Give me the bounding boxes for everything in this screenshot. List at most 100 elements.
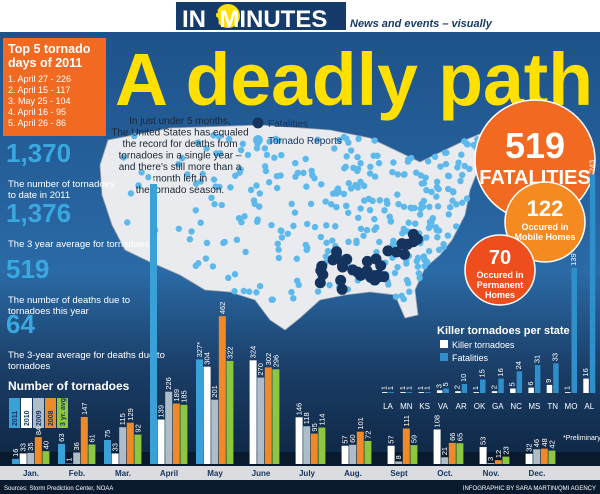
value-label: 5 — [441, 382, 450, 386]
bar — [203, 366, 211, 464]
tornado-report-dot — [433, 183, 441, 191]
tornado-report-dot — [417, 172, 425, 179]
value-label: 201 — [210, 385, 219, 398]
tornado-report-dot — [343, 202, 350, 210]
legend-swatch — [33, 398, 44, 428]
tornado-report-dot — [192, 207, 199, 214]
tornado-report-dot — [345, 238, 352, 246]
tornado-report-dot — [247, 186, 255, 194]
legend-report-dot — [253, 135, 263, 145]
tornado-report-dot — [458, 151, 465, 158]
stat-text: to date in 2011 — [8, 190, 70, 201]
bubble-text: FATALITIES — [479, 167, 590, 189]
bar — [425, 392, 431, 393]
tornado-report-dot — [211, 200, 218, 208]
value-label: 33 — [551, 353, 560, 361]
bar — [461, 384, 468, 393]
bar — [498, 378, 504, 393]
tornado-report-dot — [231, 288, 238, 295]
fatality-dot — [391, 246, 403, 258]
tornado-report-dot — [323, 239, 330, 246]
stat-value: 64 — [6, 309, 35, 339]
tornado-report-dot — [373, 224, 380, 231]
bar — [382, 392, 388, 393]
legend-swatch — [57, 398, 68, 428]
tornado-report-dot — [401, 171, 408, 178]
tornado-report-dot — [307, 200, 315, 208]
bubble — [464, 234, 536, 306]
tornado-report-dot — [461, 162, 468, 170]
tornado-report-dot — [434, 233, 441, 241]
bar — [58, 443, 65, 464]
tornado-report-dot — [445, 211, 452, 218]
tornado-report-dot — [354, 167, 361, 175]
tornado-report-dot — [220, 239, 227, 247]
value-label: 48 — [540, 438, 549, 446]
tornado-report-dot — [353, 237, 360, 245]
legend-label: 2008 — [48, 410, 55, 426]
stat-text: The number of deaths due to — [8, 295, 130, 306]
tornado-report-dot — [304, 244, 311, 252]
top5-box — [3, 38, 106, 136]
tornado-report-dot — [440, 241, 447, 248]
intro-text: month left in — [153, 174, 207, 185]
tornado-report-dot — [369, 197, 376, 205]
fatality-dot — [382, 245, 394, 257]
bar — [226, 360, 234, 464]
fatality-dot — [315, 264, 327, 276]
legend-label: Fatalities — [268, 119, 308, 130]
tornado-report-dot — [390, 239, 397, 247]
fatality-dot — [369, 274, 381, 286]
tornado-report-dot — [394, 191, 401, 198]
stat-text: The number of tornadoes — [8, 179, 115, 190]
bar — [565, 392, 571, 393]
bar — [73, 452, 81, 464]
tornado-report-dot — [326, 281, 333, 289]
legend-swatch — [9, 398, 20, 428]
tornado-report-dot — [433, 193, 440, 200]
bar — [494, 460, 502, 464]
bar — [406, 392, 413, 393]
tornado-report-dot — [256, 282, 264, 290]
tornado-report-dot — [357, 225, 365, 232]
tornado-report-dot — [394, 263, 401, 271]
tornado-report-dot — [292, 159, 299, 167]
value-label: 111 — [402, 415, 411, 426]
bar — [525, 453, 533, 464]
tornado-report-dot — [452, 223, 460, 230]
value-label: 322 — [225, 346, 234, 359]
bar — [400, 392, 406, 393]
tornado-report-dot — [395, 200, 402, 208]
tornado-report-dot — [463, 195, 471, 202]
tornado-report-dot — [318, 181, 325, 188]
bar — [165, 391, 173, 464]
x-tick-label: Nov. — [483, 469, 500, 478]
stat-text: tornadoes this year — [8, 306, 89, 317]
bar — [295, 417, 303, 464]
tornado-report-dot — [437, 163, 444, 170]
value-label: 42 — [547, 440, 556, 448]
bar — [310, 433, 318, 464]
month-strip — [0, 466, 600, 480]
x-tick-label: OK — [474, 402, 486, 411]
tornado-report-dot — [175, 161, 182, 168]
tornado-report-dot — [295, 281, 302, 289]
tornado-report-dot — [227, 184, 234, 191]
bubble-value: 519 — [505, 125, 565, 166]
value-label: 33 — [19, 443, 28, 451]
value-label: 57 — [341, 435, 350, 443]
x-tick-label: MS — [528, 402, 540, 411]
bar — [455, 391, 461, 393]
value-label: 16 — [581, 368, 590, 376]
value-label: 31 — [532, 355, 541, 363]
bar — [356, 431, 364, 464]
x-tick-label: VA — [438, 402, 449, 411]
tornado-report-dot — [212, 183, 219, 190]
tornado-report-dot — [231, 271, 239, 278]
x-tick-label: July — [299, 469, 316, 478]
value-label: 139 — [157, 405, 166, 418]
x-tick-label: AR — [456, 402, 467, 411]
tornado-report-dot — [403, 276, 411, 284]
value-label: 189 — [172, 389, 181, 402]
